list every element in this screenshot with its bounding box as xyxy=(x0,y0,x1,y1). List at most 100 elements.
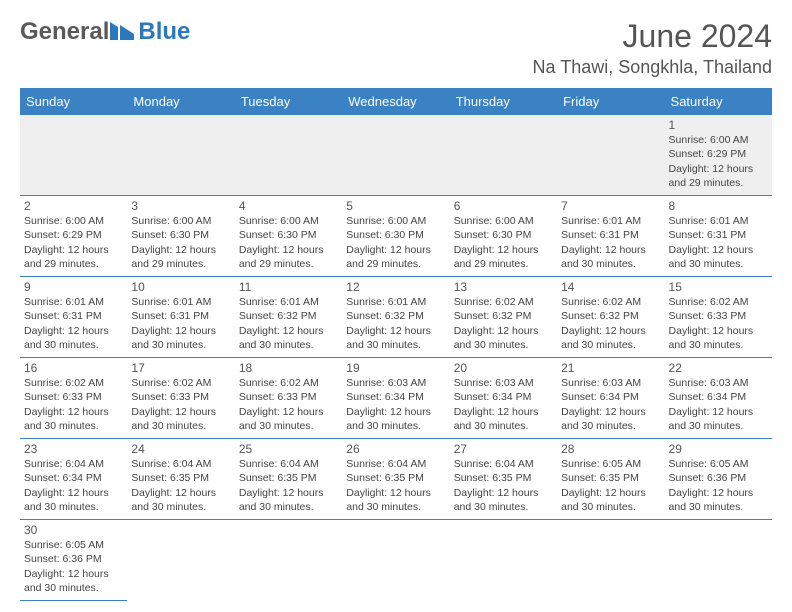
daylight-line: Daylight: 12 hours and 30 minutes. xyxy=(454,405,553,433)
sunset-line: Sunset: 6:33 PM xyxy=(239,390,338,404)
sunrise-line: Sunrise: 6:01 AM xyxy=(239,295,338,309)
daylight-line: Daylight: 12 hours and 30 minutes. xyxy=(561,324,660,352)
daylight-line: Daylight: 12 hours and 30 minutes. xyxy=(239,405,338,433)
sunrise-line: Sunrise: 6:00 AM xyxy=(669,133,768,147)
sunset-line: Sunset: 6:34 PM xyxy=(346,390,445,404)
day-number: 11 xyxy=(239,279,338,295)
sunset-line: Sunset: 6:35 PM xyxy=(346,471,445,485)
day-cell: 24Sunrise: 6:04 AMSunset: 6:35 PMDayligh… xyxy=(127,439,234,520)
day-cell: 15Sunrise: 6:02 AMSunset: 6:33 PMDayligh… xyxy=(665,277,772,358)
day-number: 5 xyxy=(346,198,445,214)
day-cell: 14Sunrise: 6:02 AMSunset: 6:32 PMDayligh… xyxy=(557,277,664,358)
sunset-line: Sunset: 6:35 PM xyxy=(454,471,553,485)
day-cell: 30Sunrise: 6:05 AMSunset: 6:36 PMDayligh… xyxy=(20,520,127,601)
sunset-line: Sunset: 6:33 PM xyxy=(24,390,123,404)
day-cell: 13Sunrise: 6:02 AMSunset: 6:32 PMDayligh… xyxy=(450,277,557,358)
day-number: 14 xyxy=(561,279,660,295)
weekday-header: Tuesday xyxy=(235,88,342,115)
daylight-line: Daylight: 12 hours and 29 minutes. xyxy=(454,243,553,271)
day-number: 28 xyxy=(561,441,660,457)
sunset-line: Sunset: 6:34 PM xyxy=(24,471,123,485)
empty-cell xyxy=(450,115,557,196)
day-cell: 29Sunrise: 6:05 AMSunset: 6:36 PMDayligh… xyxy=(665,439,772,520)
sunset-line: Sunset: 6:34 PM xyxy=(669,390,768,404)
empty-cell xyxy=(557,520,664,601)
empty-cell xyxy=(557,115,664,196)
daylight-line: Daylight: 12 hours and 30 minutes. xyxy=(131,405,230,433)
day-number: 13 xyxy=(454,279,553,295)
day-number: 9 xyxy=(24,279,123,295)
day-number: 17 xyxy=(131,360,230,376)
page-title: June 2024 xyxy=(533,18,772,55)
empty-cell xyxy=(342,520,449,601)
sunrise-line: Sunrise: 6:02 AM xyxy=(239,376,338,390)
empty-cell xyxy=(450,520,557,601)
sunrise-line: Sunrise: 6:05 AM xyxy=(561,457,660,471)
daylight-line: Daylight: 12 hours and 30 minutes. xyxy=(561,405,660,433)
daylight-line: Daylight: 12 hours and 30 minutes. xyxy=(24,324,123,352)
sunrise-line: Sunrise: 6:02 AM xyxy=(24,376,123,390)
day-cell: 26Sunrise: 6:04 AMSunset: 6:35 PMDayligh… xyxy=(342,439,449,520)
day-cell: 5Sunrise: 6:00 AMSunset: 6:30 PMDaylight… xyxy=(342,196,449,277)
daylight-line: Daylight: 12 hours and 29 minutes. xyxy=(24,243,123,271)
sunrise-line: Sunrise: 6:02 AM xyxy=(561,295,660,309)
day-cell: 9Sunrise: 6:01 AMSunset: 6:31 PMDaylight… xyxy=(20,277,127,358)
sunset-line: Sunset: 6:35 PM xyxy=(561,471,660,485)
empty-cell xyxy=(235,520,342,601)
sunset-line: Sunset: 6:35 PM xyxy=(239,471,338,485)
sunrise-line: Sunrise: 6:02 AM xyxy=(669,295,768,309)
sunrise-line: Sunrise: 6:01 AM xyxy=(24,295,123,309)
sunrise-line: Sunrise: 6:01 AM xyxy=(669,214,768,228)
day-cell: 12Sunrise: 6:01 AMSunset: 6:32 PMDayligh… xyxy=(342,277,449,358)
sunset-line: Sunset: 6:31 PM xyxy=(24,309,123,323)
title-block: June 2024 Na Thawi, Songkhla, Thailand xyxy=(533,18,772,78)
sunrise-line: Sunrise: 6:04 AM xyxy=(239,457,338,471)
day-number: 2 xyxy=(24,198,123,214)
day-cell: 2Sunrise: 6:00 AMSunset: 6:29 PMDaylight… xyxy=(20,196,127,277)
day-number: 3 xyxy=(131,198,230,214)
empty-cell xyxy=(665,520,772,601)
daylight-line: Daylight: 12 hours and 30 minutes. xyxy=(669,324,768,352)
calendar-row: 2Sunrise: 6:00 AMSunset: 6:29 PMDaylight… xyxy=(20,196,772,277)
day-number: 26 xyxy=(346,441,445,457)
day-number: 7 xyxy=(561,198,660,214)
daylight-line: Daylight: 12 hours and 30 minutes. xyxy=(239,324,338,352)
daylight-line: Daylight: 12 hours and 30 minutes. xyxy=(24,405,123,433)
brand-part1: General xyxy=(20,18,109,46)
daylight-line: Daylight: 12 hours and 30 minutes. xyxy=(669,243,768,271)
daylight-line: Daylight: 12 hours and 30 minutes. xyxy=(346,405,445,433)
sunrise-line: Sunrise: 6:03 AM xyxy=(669,376,768,390)
sunrise-line: Sunrise: 6:05 AM xyxy=(669,457,768,471)
calendar-row: 1Sunrise: 6:00 AMSunset: 6:29 PMDaylight… xyxy=(20,115,772,196)
sunrise-line: Sunrise: 6:01 AM xyxy=(131,295,230,309)
sunrise-line: Sunrise: 6:03 AM xyxy=(561,376,660,390)
day-number: 15 xyxy=(669,279,768,295)
sunset-line: Sunset: 6:31 PM xyxy=(131,309,230,323)
day-number: 16 xyxy=(24,360,123,376)
weekday-header: Wednesday xyxy=(342,88,449,115)
header: General Blue June 2024 Na Thawi, Songkhl… xyxy=(20,18,772,78)
sunset-line: Sunset: 6:33 PM xyxy=(131,390,230,404)
daylight-line: Daylight: 12 hours and 30 minutes. xyxy=(669,486,768,514)
day-cell: 21Sunrise: 6:03 AMSunset: 6:34 PMDayligh… xyxy=(557,358,664,439)
sunrise-line: Sunrise: 6:00 AM xyxy=(131,214,230,228)
sunset-line: Sunset: 6:30 PM xyxy=(131,228,230,242)
day-number: 22 xyxy=(669,360,768,376)
day-number: 29 xyxy=(669,441,768,457)
sunset-line: Sunset: 6:33 PM xyxy=(669,309,768,323)
day-number: 27 xyxy=(454,441,553,457)
daylight-line: Daylight: 12 hours and 30 minutes. xyxy=(131,486,230,514)
day-cell: 8Sunrise: 6:01 AMSunset: 6:31 PMDaylight… xyxy=(665,196,772,277)
daylight-line: Daylight: 12 hours and 30 minutes. xyxy=(131,324,230,352)
day-cell: 6Sunrise: 6:00 AMSunset: 6:30 PMDaylight… xyxy=(450,196,557,277)
daylight-line: Daylight: 12 hours and 30 minutes. xyxy=(239,486,338,514)
daylight-line: Daylight: 12 hours and 30 minutes. xyxy=(24,486,123,514)
sunrise-line: Sunrise: 6:00 AM xyxy=(24,214,123,228)
calendar-row: 30Sunrise: 6:05 AMSunset: 6:36 PMDayligh… xyxy=(20,520,772,601)
daylight-line: Daylight: 12 hours and 29 minutes. xyxy=(346,243,445,271)
sunrise-line: Sunrise: 6:00 AM xyxy=(454,214,553,228)
day-number: 12 xyxy=(346,279,445,295)
brand-logo: General Blue xyxy=(20,18,190,46)
empty-cell xyxy=(127,520,234,601)
sunset-line: Sunset: 6:30 PM xyxy=(239,228,338,242)
